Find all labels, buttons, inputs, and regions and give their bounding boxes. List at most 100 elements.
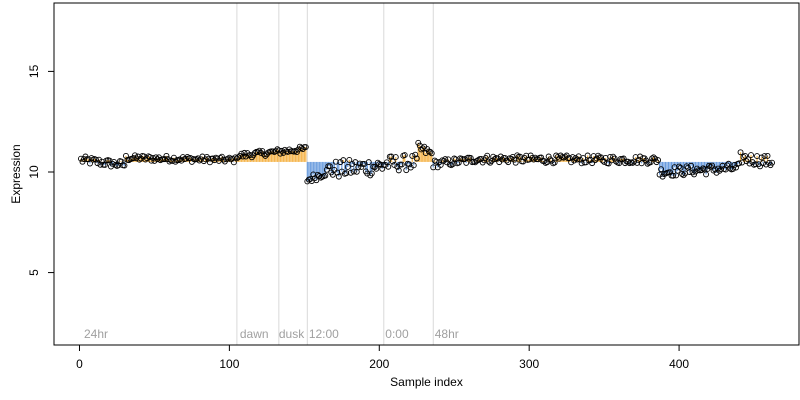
y-tick-label: 10 xyxy=(27,165,41,179)
data-point xyxy=(412,151,419,158)
data-point xyxy=(442,156,449,163)
data-point xyxy=(112,161,119,168)
data-point xyxy=(613,158,620,165)
data-point xyxy=(292,147,299,154)
region-annotation: 12:00 xyxy=(309,327,339,341)
data-point xyxy=(302,144,309,150)
data-point xyxy=(133,155,140,162)
data-point xyxy=(148,157,155,164)
data-point xyxy=(698,167,705,174)
data-point xyxy=(740,154,747,161)
data-point xyxy=(335,173,342,180)
data-point xyxy=(433,158,440,165)
data-point xyxy=(568,159,575,166)
data-point xyxy=(677,164,684,171)
data-point xyxy=(649,155,656,162)
data-point xyxy=(152,154,159,161)
data-point xyxy=(511,156,518,163)
region-annotation: dusk xyxy=(279,327,305,341)
data-point xyxy=(638,160,645,167)
data-point xyxy=(427,148,434,155)
data-point xyxy=(574,156,581,163)
data-point xyxy=(707,163,714,170)
data-point xyxy=(508,155,515,162)
data-point xyxy=(229,155,236,162)
region-annotation: 48hr xyxy=(435,327,459,341)
data-point xyxy=(142,156,149,163)
data-point xyxy=(355,164,362,171)
data-point xyxy=(733,164,739,171)
data-point xyxy=(764,152,771,159)
data-point xyxy=(748,152,754,159)
data-point xyxy=(403,167,410,174)
data-point xyxy=(655,157,662,164)
data-point xyxy=(313,177,320,184)
x-tick-label: 200 xyxy=(369,357,389,371)
data-point xyxy=(257,149,264,156)
data-point xyxy=(545,153,552,160)
x-tick-label: 300 xyxy=(519,357,539,371)
data-point xyxy=(344,164,351,170)
data-point xyxy=(356,160,363,167)
data-point xyxy=(323,166,330,173)
data-point xyxy=(392,154,399,161)
data-point xyxy=(398,161,405,168)
data-point xyxy=(742,152,748,159)
x-tick-label: 0 xyxy=(76,357,83,371)
data-point xyxy=(487,159,494,166)
data-point xyxy=(691,171,698,178)
data-point xyxy=(295,146,302,153)
data-point xyxy=(340,157,347,164)
data-point xyxy=(553,152,560,159)
data-point xyxy=(761,153,768,160)
data-point xyxy=(410,162,417,169)
data-point xyxy=(238,150,245,157)
data-point xyxy=(347,169,354,176)
data-point xyxy=(374,159,381,166)
data-point xyxy=(121,162,128,169)
data-point xyxy=(358,164,365,170)
data-point xyxy=(154,156,161,163)
data-point xyxy=(491,156,498,163)
data-point xyxy=(514,152,521,159)
data-point xyxy=(671,164,678,171)
data-point xyxy=(679,171,686,177)
data-point xyxy=(592,157,599,164)
data-point xyxy=(611,155,618,162)
data-point xyxy=(123,152,129,159)
data-point xyxy=(401,152,408,159)
data-point xyxy=(683,163,690,170)
data-point xyxy=(272,148,279,155)
data-point xyxy=(136,156,143,163)
data-point xyxy=(703,171,710,178)
data-point xyxy=(241,149,248,156)
data-point xyxy=(647,159,654,166)
data-point xyxy=(184,153,191,160)
data-point xyxy=(622,160,629,167)
data-point xyxy=(758,154,765,161)
data-point xyxy=(650,154,657,161)
data-point xyxy=(143,155,150,162)
data-point xyxy=(350,168,357,175)
data-point xyxy=(409,152,416,159)
data-point xyxy=(134,153,141,160)
data-point xyxy=(680,172,687,179)
data-point xyxy=(736,160,742,167)
data-point xyxy=(78,155,84,162)
data-point xyxy=(151,157,158,164)
data-point xyxy=(209,155,216,162)
data-point xyxy=(87,160,93,167)
deviation-bars xyxy=(80,142,773,182)
data-point xyxy=(349,160,356,167)
data-point xyxy=(577,156,584,163)
data-point xyxy=(605,160,612,167)
y-axis-title: Expression xyxy=(9,144,23,203)
data-point xyxy=(448,162,455,169)
data-point xyxy=(583,159,590,166)
data-point xyxy=(368,170,375,177)
data-point xyxy=(587,156,594,163)
data-point xyxy=(485,158,492,165)
x-axis: 0 100 200 300 400 xyxy=(76,344,689,371)
data-point xyxy=(769,159,775,166)
